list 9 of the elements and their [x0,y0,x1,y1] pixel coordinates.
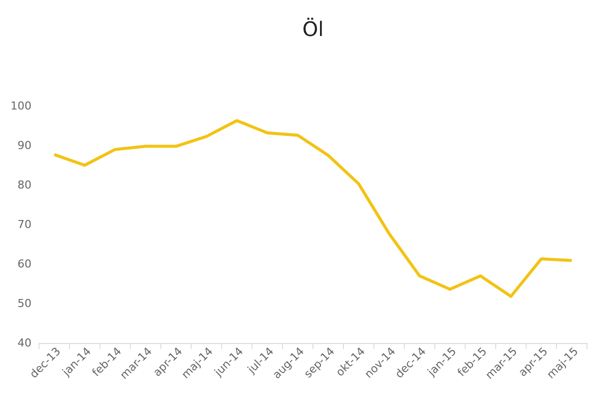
chart-title: Öl [302,17,324,41]
y-tick-label: 40 [18,336,32,350]
y-tick-label: 70 [18,218,32,231]
y-tick-label: 50 [18,297,32,310]
y-tick-label: 100 [10,100,32,112]
y-tick-label: 90 [18,139,32,152]
line-series [52,119,574,298]
y-tick-label: 80 [18,178,32,192]
y-tick-label: 60 [18,258,32,270]
